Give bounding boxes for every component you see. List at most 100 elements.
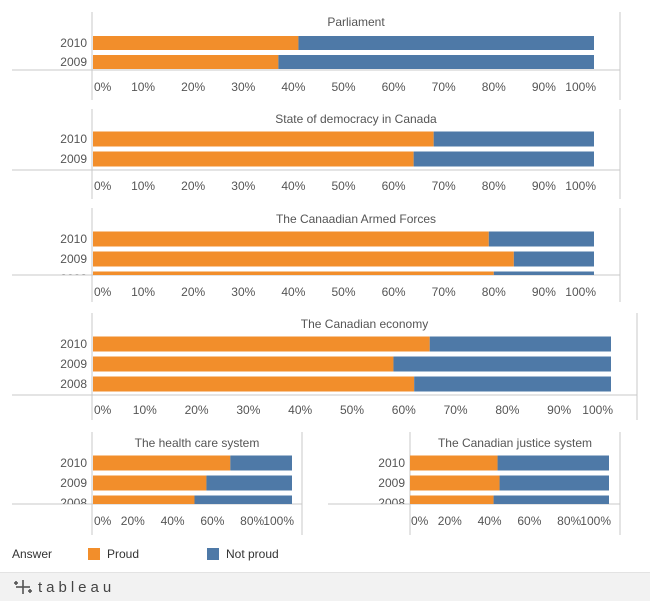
x-tick-label: 40% (288, 403, 312, 417)
bar-proud (410, 475, 500, 491)
bar-proud (93, 455, 231, 471)
x-tick-label: 50% (331, 285, 355, 299)
bar-proud (93, 151, 414, 167)
legend-label-not-proud: Not proud (226, 547, 279, 561)
category-label: 2009 (378, 476, 405, 490)
legend-swatch-not-proud (207, 548, 219, 560)
x-tick-label: 100% (565, 285, 596, 299)
chart-rows: 2010 2009 (60, 36, 594, 69)
x-tick-label: 30% (231, 179, 255, 193)
x-tick-label: 0% (94, 179, 112, 193)
x-tick-label: 0% (94, 80, 112, 94)
x-tick-label: 90% (532, 179, 556, 193)
chart-panel-4: The Canadian economy 2010 2009 2008 0% 10% 20%… (12, 313, 638, 420)
bar-not-proud (499, 475, 609, 491)
x-tick-label: 30% (231, 80, 255, 94)
legend-label-proud: Proud (107, 547, 140, 561)
legend-item-proud[interactable]: Proud (88, 547, 139, 561)
x-tick-label: 20% (185, 403, 209, 417)
bar-proud (93, 131, 434, 147)
chart-title: The Canaadian Armed Forces (276, 212, 436, 226)
bar-not-proud (413, 151, 594, 167)
chart-panel-5: The health care system 2010 2009 2008 0% 20% 4… (12, 432, 303, 535)
category-label: 2009 (60, 476, 87, 490)
chart-title: The Canadian justice system (438, 436, 592, 450)
category-label: 2010 (60, 456, 87, 470)
x-tick-label: 40% (281, 179, 305, 193)
category-label: 2009 (60, 252, 87, 266)
bar-not-proud (206, 475, 292, 491)
x-tick-label: 0% (94, 403, 112, 417)
chart-rows: 2010 2009 2008 (378, 455, 609, 510)
bar-not-proud (230, 455, 292, 471)
x-tick-label: 0% (94, 514, 112, 528)
x-tick-label: 70% (432, 285, 456, 299)
x-tick-label: 20% (121, 514, 145, 528)
bar-not-proud (497, 455, 609, 471)
legend-item-not-proud[interactable]: Not proud (207, 547, 279, 561)
x-tick-label: 60% (392, 403, 416, 417)
x-tick-label: 80% (557, 514, 581, 528)
x-tick-label: 60% (382, 179, 406, 193)
x-tick-label: 80% (240, 514, 264, 528)
category-label: 2008 (60, 272, 87, 286)
bar-proud (410, 455, 498, 471)
x-tick-label: 20% (438, 514, 462, 528)
bar-proud (93, 356, 394, 372)
x-tick-label: 60% (200, 514, 224, 528)
legend: Answer Proud Not proud (0, 540, 650, 570)
x-tick-label: 60% (382, 80, 406, 94)
category-label: 2009 (60, 152, 87, 166)
x-tick-label: 10% (133, 403, 157, 417)
category-label: 2009 (60, 55, 87, 69)
x-tick-label: 70% (432, 179, 456, 193)
legend-swatch-proud (88, 548, 100, 560)
x-tick-label: 100% (565, 80, 596, 94)
bar-proud (93, 251, 514, 267)
bar-not-proud (433, 131, 594, 147)
chart-panel-2: State of democracy in Canada 2010 2009 0% 10… (12, 109, 621, 199)
bar-proud (93, 336, 430, 352)
chart-title: The health care system (135, 436, 260, 450)
x-tick-label: 60% (382, 285, 406, 299)
bar-proud (93, 376, 415, 392)
x-tick-label: 90% (532, 80, 556, 94)
footer-bar: tableau (0, 572, 650, 601)
x-tick-label: 80% (495, 403, 519, 417)
category-label: 2008 (60, 377, 87, 391)
x-tick-label: 70% (432, 80, 456, 94)
x-tick-label: 40% (281, 285, 305, 299)
x-tick-label: 30% (231, 285, 255, 299)
x-tick-label: 10% (131, 285, 155, 299)
bar-not-proud (298, 36, 594, 50)
category-label: 2008 (378, 496, 405, 510)
bar-not-proud (493, 271, 594, 275)
x-tick-label: 90% (532, 285, 556, 299)
x-tick-label: 20% (181, 179, 205, 193)
bar-not-proud (278, 55, 594, 69)
tableau-logo[interactable]: tableau (12, 577, 115, 597)
chart-area: Parliament 2010 2009 0% 10% 20% 30% 40% 50% 60% 70… (12, 12, 638, 535)
x-tick-label: 70% (444, 403, 468, 417)
x-tick-label: 20% (181, 80, 205, 94)
x-tick-label: 90% (547, 403, 571, 417)
bar-proud (93, 55, 279, 69)
x-tick-label: 80% (482, 285, 506, 299)
chart-panel-1: Parliament 2010 2009 0% 10% 20% 30% 40% 50% 60% 70… (12, 12, 621, 100)
x-tick-label: 80% (482, 179, 506, 193)
bar-proud (93, 271, 494, 275)
bar-proud (93, 231, 489, 247)
x-tick-label: 0% (94, 285, 112, 299)
chart-title: Parliament (327, 15, 385, 29)
category-label: 2010 (60, 36, 87, 50)
bar-proud (93, 475, 207, 491)
x-tick-label: 20% (181, 285, 205, 299)
x-tick-label: 100% (582, 403, 613, 417)
x-tick-label: 10% (131, 80, 155, 94)
bar-proud (410, 495, 494, 504)
bar-not-proud (194, 495, 292, 504)
x-tick-label: 50% (331, 179, 355, 193)
chart-rows: 2010 2009 2008 (60, 231, 594, 286)
bar-not-proud (488, 231, 594, 247)
category-label: 2010 (60, 232, 87, 246)
